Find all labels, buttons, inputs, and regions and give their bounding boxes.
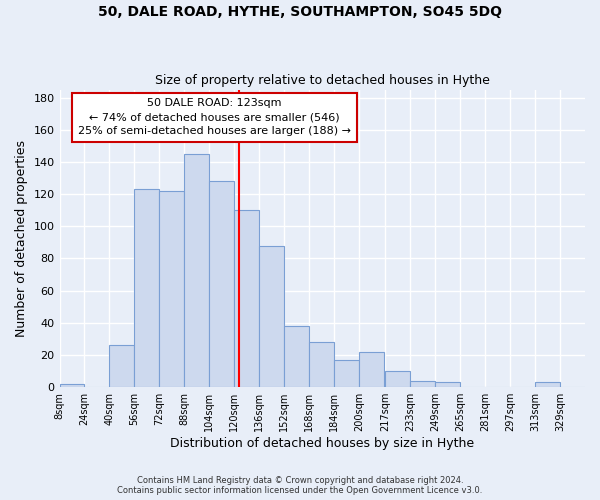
Bar — [535, 382, 560, 387]
Bar — [284, 326, 309, 387]
Title: Size of property relative to detached houses in Hythe: Size of property relative to detached ho… — [155, 74, 490, 87]
Bar — [359, 352, 384, 387]
Bar — [234, 210, 259, 387]
Text: 50, DALE ROAD, HYTHE, SOUTHAMPTON, SO45 5DQ: 50, DALE ROAD, HYTHE, SOUTHAMPTON, SO45 … — [98, 5, 502, 19]
Y-axis label: Number of detached properties: Number of detached properties — [15, 140, 28, 337]
Bar — [309, 342, 334, 387]
X-axis label: Distribution of detached houses by size in Hythe: Distribution of detached houses by size … — [170, 437, 475, 450]
Bar — [259, 246, 284, 387]
Bar — [184, 154, 209, 387]
Text: 50 DALE ROAD: 123sqm
← 74% of detached houses are smaller (546)
25% of semi-deta: 50 DALE ROAD: 123sqm ← 74% of detached h… — [78, 98, 351, 136]
Bar — [59, 384, 85, 387]
Bar — [410, 381, 436, 387]
Bar — [436, 382, 460, 387]
Bar — [160, 191, 184, 387]
Bar — [134, 190, 160, 387]
Bar — [385, 371, 410, 387]
Bar — [334, 360, 359, 387]
Bar — [109, 346, 134, 387]
Bar — [209, 182, 234, 387]
Text: Contains HM Land Registry data © Crown copyright and database right 2024.
Contai: Contains HM Land Registry data © Crown c… — [118, 476, 482, 495]
